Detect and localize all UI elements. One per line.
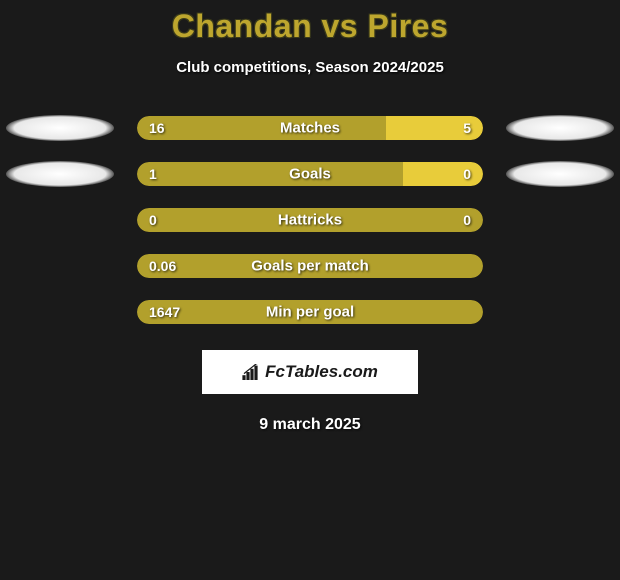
stat-row: 0 Hattricks 0: [0, 208, 620, 232]
comparison-title: Chandan vs Pires: [172, 8, 449, 45]
stat-bar: 1 Goals 0: [137, 162, 483, 186]
stat-bar: 1647 Min per goal: [137, 300, 483, 324]
stat-value-left: 1647: [149, 304, 180, 320]
stat-label: Matches: [280, 120, 340, 137]
stat-bar: 0 Hattricks 0: [137, 208, 483, 232]
stat-bar-left: [137, 116, 386, 140]
stat-bar: 0.06 Goals per match: [137, 254, 483, 278]
fctables-logo-box: FcTables.com: [202, 350, 418, 394]
bars-icon: [242, 364, 262, 380]
comparison-date: 9 march 2025: [259, 416, 360, 434]
stat-value-left: 1: [149, 166, 157, 182]
player-right-marker: [506, 161, 614, 187]
player-left-marker: [6, 161, 114, 187]
stat-label: Goals: [289, 166, 331, 183]
stat-label: Goals per match: [251, 258, 369, 275]
stat-bar: 16 Matches 5: [137, 116, 483, 140]
stat-value-right: 5: [463, 120, 471, 136]
stat-label: Min per goal: [266, 304, 354, 321]
comparison-subtitle: Club competitions, Season 2024/2025: [176, 59, 444, 76]
logo-label: FcTables.com: [265, 362, 378, 382]
stat-value-right: 0: [463, 212, 471, 228]
stats-chart: 16 Matches 5 1 Goals 0 0 Hattricks 0 0.06 Goals pe…: [0, 116, 620, 324]
stat-value-left: 0: [149, 212, 157, 228]
stat-row: 0.06 Goals per match: [0, 254, 620, 278]
main-container: Chandan vs Pires Club competitions, Seas…: [0, 0, 620, 580]
player-right-marker: [506, 115, 614, 141]
stat-label: Hattricks: [278, 212, 342, 229]
stat-value-left: 16: [149, 120, 165, 136]
stat-bar-left: [137, 162, 403, 186]
stat-value-right: 0: [463, 166, 471, 182]
player-left-marker: [6, 115, 114, 141]
stat-row: 1647 Min per goal: [0, 300, 620, 324]
stat-row: 16 Matches 5: [0, 116, 620, 140]
stat-row: 1 Goals 0: [0, 162, 620, 186]
stat-value-left: 0.06: [149, 258, 176, 274]
fctables-logo: FcTables.com: [242, 362, 378, 382]
